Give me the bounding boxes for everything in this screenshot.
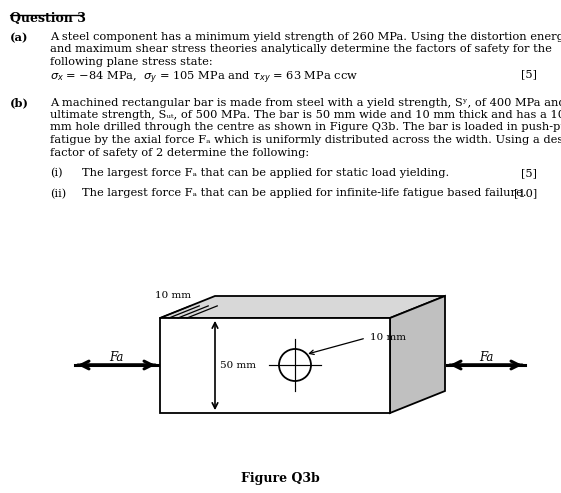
Text: Question 3: Question 3 [10, 12, 86, 25]
Text: [10]: [10] [514, 188, 537, 199]
Text: and maximum shear stress theories analytically determine the factors of safety f: and maximum shear stress theories analyt… [50, 44, 552, 55]
Text: Figure Q3b: Figure Q3b [241, 472, 319, 485]
Text: A machined rectangular bar is made from steel with a yield strength, Sʸ, of 400 : A machined rectangular bar is made from … [50, 98, 561, 107]
Text: 10 mm: 10 mm [370, 333, 406, 343]
Text: (a): (a) [10, 32, 29, 43]
Text: The largest force Fₐ that can be applied for static load yielding.: The largest force Fₐ that can be applied… [82, 168, 449, 178]
Polygon shape [390, 296, 445, 413]
Text: fatigue by the axial force Fₐ which is uniformly distributed across the width. U: fatigue by the axial force Fₐ which is u… [50, 135, 561, 145]
Text: [5]: [5] [521, 70, 537, 79]
Text: 10 mm: 10 mm [155, 291, 191, 300]
Text: (b): (b) [10, 98, 29, 108]
Text: [5]: [5] [521, 168, 537, 178]
Text: The largest force Fₐ that can be applied for infinite-life fatigue based failure: The largest force Fₐ that can be applied… [82, 188, 527, 199]
Text: Fa: Fa [479, 351, 493, 364]
Text: ultimate strength, Sᵤₜ, of 500 MPa. The bar is 50 mm wide and 10 mm thick and ha: ultimate strength, Sᵤₜ, of 500 MPa. The … [50, 110, 561, 120]
Text: factor of safety of 2 determine the following:: factor of safety of 2 determine the foll… [50, 147, 309, 157]
Polygon shape [160, 318, 390, 413]
Polygon shape [160, 296, 445, 318]
Text: Fa: Fa [109, 351, 123, 364]
Text: following plane stress state:: following plane stress state: [50, 57, 213, 67]
Text: mm hole drilled through the centre as shown in Figure Q3b. The bar is loaded in : mm hole drilled through the centre as sh… [50, 122, 561, 133]
Text: (i): (i) [50, 168, 63, 178]
Text: (ii): (ii) [50, 188, 66, 199]
Text: A steel component has a minimum yield strength of 260 MPa. Using the distortion : A steel component has a minimum yield st… [50, 32, 561, 42]
Text: $\sigma_x$ = −84 MPa,  $\sigma_y$ = 105 MPa and $\tau_{xy}$ = 63 MPa ccw: $\sigma_x$ = −84 MPa, $\sigma_y$ = 105 M… [50, 70, 358, 86]
Text: 50 mm: 50 mm [220, 360, 256, 369]
